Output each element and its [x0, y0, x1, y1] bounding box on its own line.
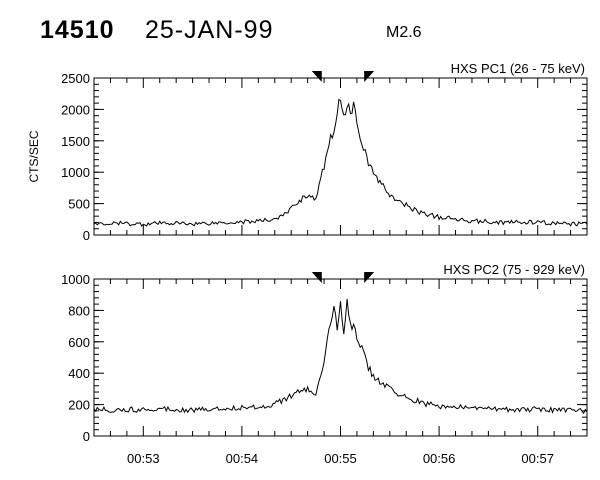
y-tick-label: 400	[68, 366, 90, 381]
event-id: 14510	[40, 16, 115, 44]
x-tick-label: 00:53	[127, 451, 160, 466]
interval-marker	[311, 272, 322, 283]
y-tick-label: 800	[68, 303, 90, 318]
y-tick-label: 2500	[61, 71, 90, 86]
y-tick-label: 1500	[61, 134, 90, 149]
panel-title: HXS PC1 (26 - 75 keV)	[451, 61, 585, 76]
x-tick-label: 00:56	[423, 451, 456, 466]
interval-marker	[311, 71, 322, 82]
series-line-1	[93, 298, 588, 415]
y-tick-label: 1000	[61, 165, 90, 180]
series-line-1	[93, 98, 588, 228]
x-tick-label: 00:54	[226, 451, 259, 466]
y-axis-label: CTS/SEC	[27, 130, 41, 182]
y-tick-label: 0	[83, 429, 90, 444]
chart-header: 14510 25-JAN-99 M2.6	[0, 0, 600, 60]
y-tick-label: 1000	[61, 272, 90, 287]
chart-panel-1: 0 500 1000 1500 2000 2500 HXS PC1 (26 - 75 keV…	[27, 61, 588, 243]
interval-marker	[364, 272, 375, 283]
y-tick-label: 600	[68, 335, 90, 350]
chart-panel-2: 0 200 400 600 800 1000 00:53 00:54 00:55 00:56 00:…	[61, 262, 588, 466]
interval-marker	[364, 71, 375, 82]
x-tick-label: 00:57	[521, 451, 554, 466]
y-tick-label: 0	[83, 228, 90, 243]
y-tick-label: 500	[68, 197, 90, 212]
y-tick-label: 2000	[61, 102, 90, 117]
flare-class: M2.6	[386, 24, 422, 41]
y-tick-label: 200	[68, 398, 90, 413]
x-tick-label: 00:55	[324, 451, 357, 466]
event-date: 25-JAN-99	[145, 16, 274, 44]
panel-title: HXS PC2 (75 - 929 keV)	[443, 262, 585, 277]
